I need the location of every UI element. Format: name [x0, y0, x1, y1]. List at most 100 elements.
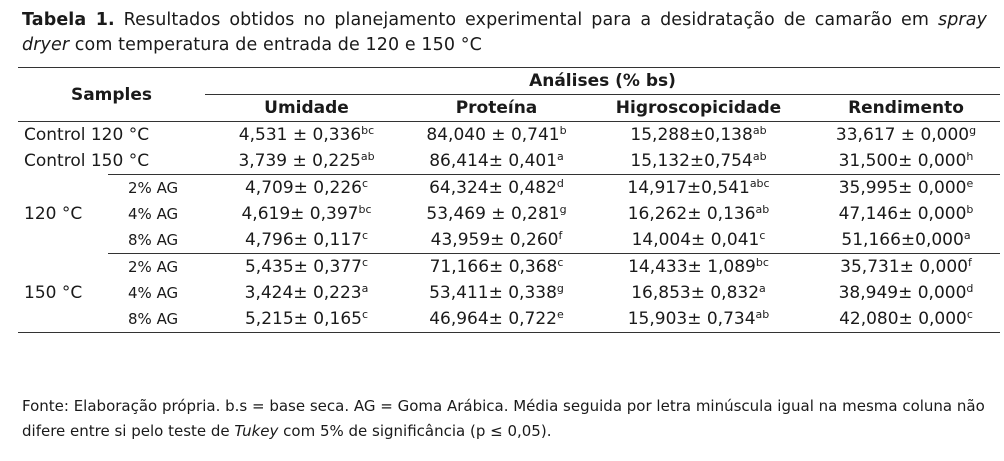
cell-value: 42,080± 0,000: [839, 309, 967, 329]
significance-letter: b: [966, 203, 974, 216]
column-header-proteina: Proteína: [455, 98, 538, 118]
cell-value: 5,215± 0,165: [244, 309, 362, 329]
cell-value: 4,796± 0,117: [244, 230, 362, 250]
table-cell: 43,959± 0,260f: [408, 227, 585, 254]
cell-value: 38,949± 0,000: [838, 283, 967, 303]
significance-letter: c: [966, 308, 973, 321]
significance-letter: h: [966, 150, 974, 163]
cell-value: 86,414± 0,401: [429, 151, 558, 171]
significance-letter: a: [963, 229, 971, 242]
cell-value: 14,004± 0,041: [631, 230, 760, 250]
table-cell: 4,709± 0,226c: [205, 174, 408, 201]
significance-letter: ab: [755, 203, 770, 216]
table-cell: 33,617 ± 0,000g: [812, 122, 1000, 149]
significance-letter: c: [557, 256, 564, 269]
table-row: Control 150 °C 3,739 ± 0,225ab 86,414± 0,4…: [18, 148, 1000, 175]
table-cell: 53,411± 0,338g: [408, 280, 585, 306]
table-cell: 4,796± 0,117c: [205, 227, 408, 254]
significance-letter: c: [361, 256, 369, 269]
table-cell: 14,917±0,541abc: [585, 174, 812, 201]
significance-letter: bc: [361, 124, 375, 137]
footnote-text-end: com 5% de significância (p ≤ 0,05).: [278, 422, 552, 440]
significance-letter: ab: [755, 308, 770, 321]
samples-header: Samples: [18, 67, 205, 122]
significance-letter: abc: [749, 177, 770, 190]
table-cell: 15,903± 0,734ab: [585, 306, 812, 333]
cell-value: 3,739 ± 0,225: [238, 151, 361, 171]
cell-value: 53,469 ± 0,281: [426, 204, 560, 224]
table-cell: 5,435± 0,377c: [205, 253, 408, 280]
caption-italic: spray dryer: [22, 10, 987, 55]
table-cell: 16,853± 0,832a: [585, 280, 812, 306]
caption-label: Tabela 1.: [22, 10, 115, 30]
concentration-label: 4% AG: [128, 205, 179, 223]
table-cell: 42,080± 0,000c: [812, 306, 1000, 333]
concentration-label: 8% AG: [108, 306, 205, 333]
significance-letter: a: [759, 282, 766, 295]
table-cell: 84,040 ± 0,741b: [408, 122, 585, 149]
cell-value: 4,709± 0,226: [244, 178, 362, 198]
cell-value: 53,411± 0,338: [429, 283, 557, 303]
cell-value: 64,324± 0,482: [429, 178, 557, 198]
cell-value: 4,619± 0,397: [241, 204, 359, 224]
table-cell: 3,424± 0,223a: [205, 280, 408, 306]
table-row: 4% AG 4,619± 0,397bc 53,469 ± 0,281g 16,262…: [18, 201, 1000, 227]
cell-value: 33,617 ± 0,000: [835, 125, 970, 145]
cell-value: 46,964± 0,722: [429, 309, 558, 329]
table-footnote: Fonte: Elaboração própria. b.s = base se…: [22, 394, 992, 444]
table-cell: 46,964± 0,722e: [408, 306, 585, 333]
cell-value: 35,995± 0,000: [838, 178, 967, 198]
cell-value: 4,531 ± 0,336: [238, 125, 362, 145]
significance-letter: ab: [752, 150, 767, 163]
table-cell: 5,215± 0,165c: [205, 306, 408, 333]
table-cell: 15,132±0,754ab: [585, 148, 812, 175]
cell-value: 15,288±0,138: [630, 125, 753, 145]
table-cell: 14,433± 1,089bc: [585, 253, 812, 280]
cell-value: 84,040 ± 0,741: [426, 125, 560, 145]
cell-value: 3,424± 0,223: [244, 283, 362, 303]
table-cell: 47,146± 0,000b: [812, 201, 1000, 227]
table-cell: 4,531 ± 0,336bc: [205, 122, 408, 149]
table-cell: 35,995± 0,000e: [812, 174, 1000, 201]
cell-value: 15,132±0,754: [630, 151, 753, 171]
table-cell: 64,324± 0,482d: [408, 174, 585, 201]
significance-letter: e: [966, 177, 974, 190]
significance-letter: c: [361, 229, 369, 242]
table-cell: 14,004± 0,041c: [585, 227, 812, 254]
significance-letter: ab: [360, 150, 375, 163]
cell-value: 16,262± 0,136: [627, 204, 756, 224]
table-cell: 4,619± 0,397bc: [205, 201, 408, 227]
table-row: Control 120 °C 4,531 ± 0,336bc 84,040 ± 0,…: [18, 121, 1000, 149]
table-cell: 53,469 ± 0,281g: [408, 201, 585, 227]
significance-letter: g: [556, 282, 564, 295]
cell-value: 31,500± 0,000: [838, 151, 967, 171]
significance-letter: d: [966, 282, 974, 295]
row-label: Control 120 °C: [24, 125, 150, 145]
cell-value: 14,917±0,541: [627, 178, 750, 198]
table-cell: 35,731± 0,000f: [812, 253, 1000, 280]
significance-letter: e: [557, 308, 564, 321]
significance-letter: f: [558, 229, 563, 242]
concentration-label: 2% AG: [108, 253, 205, 280]
table-cell: 16,262± 0,136ab: [585, 201, 812, 227]
analyses-group-header: Análises (% bs): [205, 67, 1000, 95]
table-cell: 38,949± 0,000d: [812, 280, 1000, 306]
concentration-label: 8% AG: [128, 231, 179, 249]
significance-letter: bc: [755, 256, 769, 269]
caption-text-end: com temperatura de entrada de 120 e 150 …: [69, 35, 482, 55]
table-row: 150 °C 2% AG 5,435± 0,377c 71,166± 0,368c 14…: [18, 253, 1000, 333]
row-label: Control 150 °C: [24, 151, 150, 171]
cell-value: 47,146± 0,000: [838, 204, 967, 224]
significance-letter: a: [557, 150, 564, 163]
table-cell: 31,500± 0,000h: [812, 148, 1000, 175]
significance-letter: b: [559, 124, 567, 137]
temperature-group-label: 120 °C: [24, 204, 83, 224]
significance-letter: c: [361, 177, 369, 190]
significance-letter: ab: [752, 124, 767, 137]
footnote-text: Fonte: Elaboração própria. b.s = base se…: [22, 397, 985, 440]
concentration-label: 2% AG: [108, 174, 205, 201]
footnote-italic: Tukey: [234, 422, 279, 440]
significance-letter: bc: [358, 203, 372, 216]
cell-value: 51,166±0,000: [841, 230, 964, 250]
cell-value: 15,903± 0,734: [627, 309, 756, 329]
